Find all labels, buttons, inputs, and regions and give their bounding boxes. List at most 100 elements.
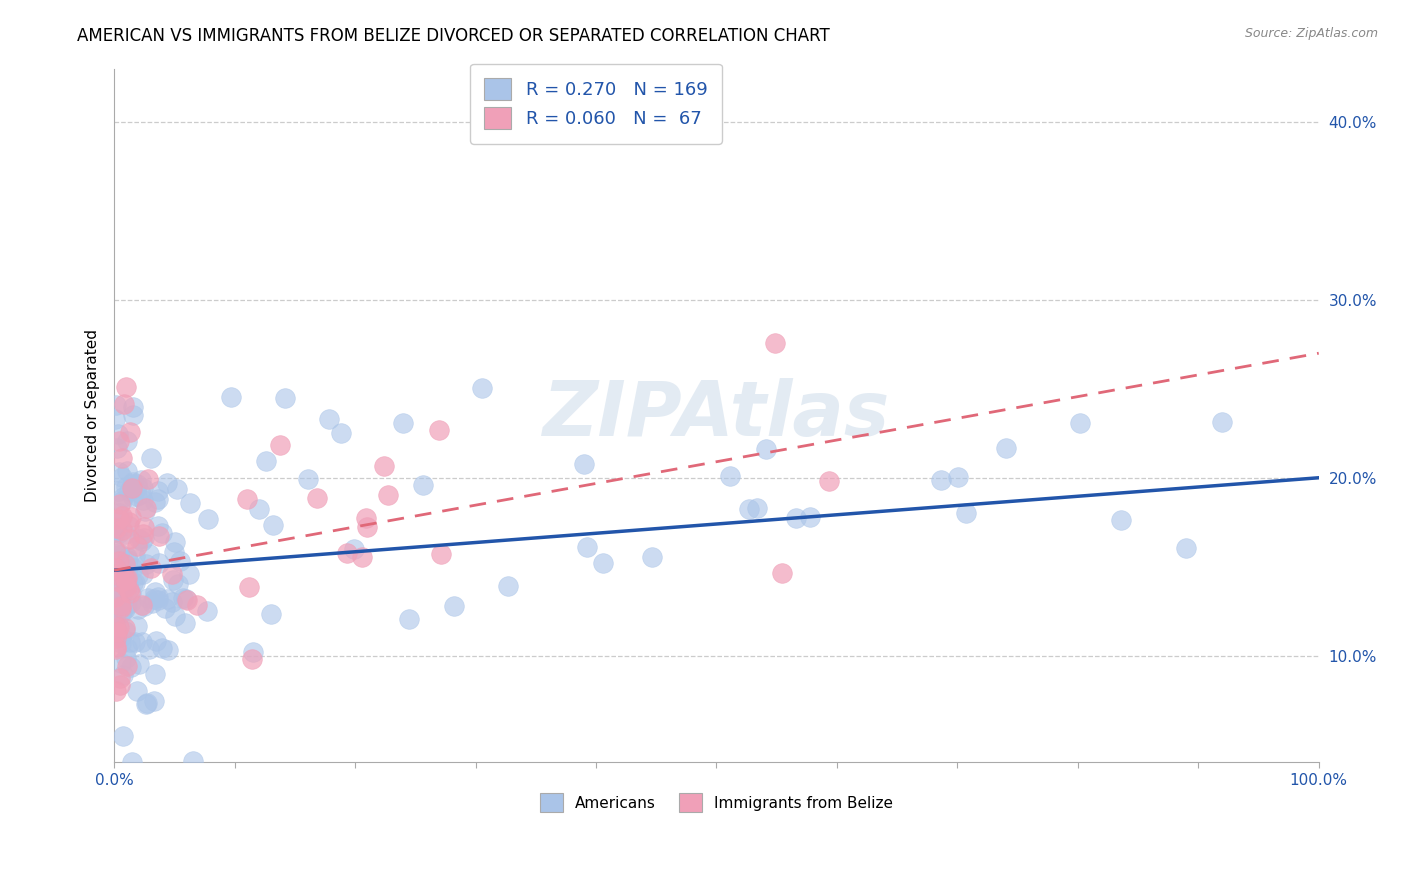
Text: Source: ZipAtlas.com: Source: ZipAtlas.com <box>1244 27 1378 40</box>
Point <box>110 595 132 609</box>
Point <box>104 600 127 615</box>
Point <box>318 412 340 426</box>
Point <box>138 547 160 561</box>
Point <box>219 390 242 404</box>
Point <box>117 532 139 546</box>
Point <box>104 591 127 605</box>
Point <box>242 652 264 666</box>
Point <box>135 501 157 516</box>
Point <box>105 684 128 698</box>
Point <box>124 635 146 649</box>
Point <box>122 576 145 591</box>
Point <box>236 492 259 507</box>
Point <box>110 599 132 613</box>
Point <box>108 512 131 526</box>
Point <box>134 599 156 613</box>
Point <box>128 533 150 547</box>
Point <box>146 593 169 607</box>
Point <box>108 466 131 480</box>
Point <box>145 585 167 599</box>
Point <box>173 615 195 630</box>
Point <box>641 549 664 564</box>
Point <box>146 492 169 507</box>
Point <box>572 458 595 472</box>
Point <box>592 556 614 570</box>
Point <box>111 469 134 483</box>
Point <box>105 398 128 412</box>
Point <box>356 520 378 534</box>
Point <box>430 547 453 561</box>
Point <box>111 494 134 508</box>
Point <box>138 472 160 486</box>
Point <box>994 441 1017 455</box>
Point <box>169 554 191 568</box>
Point <box>141 596 163 610</box>
Point <box>108 678 131 692</box>
Point <box>330 425 353 440</box>
Point <box>135 557 157 571</box>
Point <box>120 660 142 674</box>
Point <box>132 492 155 507</box>
Point <box>114 574 136 589</box>
Point <box>120 425 142 440</box>
Point <box>143 494 166 508</box>
Point <box>104 519 127 533</box>
Point <box>104 521 127 535</box>
Point <box>121 756 143 770</box>
Point <box>131 534 153 549</box>
Point <box>107 574 129 588</box>
Point <box>105 624 128 639</box>
Point <box>111 451 134 466</box>
Point <box>104 625 127 640</box>
Point <box>121 476 143 491</box>
Point <box>117 568 139 582</box>
Point <box>186 599 208 613</box>
Point <box>125 480 148 494</box>
Point <box>195 604 218 618</box>
Point <box>354 510 377 524</box>
Point <box>174 592 197 607</box>
Point <box>718 468 741 483</box>
Point <box>104 412 127 426</box>
Point <box>110 601 132 615</box>
Point <box>176 592 198 607</box>
Point <box>141 450 163 465</box>
Point <box>142 694 165 708</box>
Point <box>115 434 138 449</box>
Point <box>131 598 153 612</box>
Point <box>107 546 129 560</box>
Point <box>576 540 599 554</box>
Point <box>121 490 143 504</box>
Point <box>111 729 134 743</box>
Point <box>104 619 127 633</box>
Point <box>118 583 141 598</box>
Point <box>931 473 953 487</box>
Point <box>443 599 465 614</box>
Point <box>105 607 128 622</box>
Point <box>121 481 143 495</box>
Point <box>146 519 169 533</box>
Point <box>799 510 821 524</box>
Point <box>104 561 127 575</box>
Point <box>118 634 141 648</box>
Point <box>118 484 141 499</box>
Point <box>115 563 138 577</box>
Point <box>107 525 129 540</box>
Point <box>115 571 138 585</box>
Point <box>111 667 134 681</box>
Point <box>747 501 769 516</box>
Point <box>120 595 142 609</box>
Point <box>115 640 138 655</box>
Point <box>107 617 129 632</box>
Text: ZIPAtlas: ZIPAtlas <box>543 378 890 452</box>
Point <box>763 336 786 351</box>
Point <box>166 577 188 591</box>
Point <box>197 512 219 526</box>
Point <box>392 416 415 430</box>
Point <box>131 634 153 648</box>
Point <box>125 683 148 698</box>
Point <box>150 526 173 541</box>
Point <box>134 531 156 545</box>
Point <box>143 592 166 607</box>
Point <box>117 578 139 592</box>
